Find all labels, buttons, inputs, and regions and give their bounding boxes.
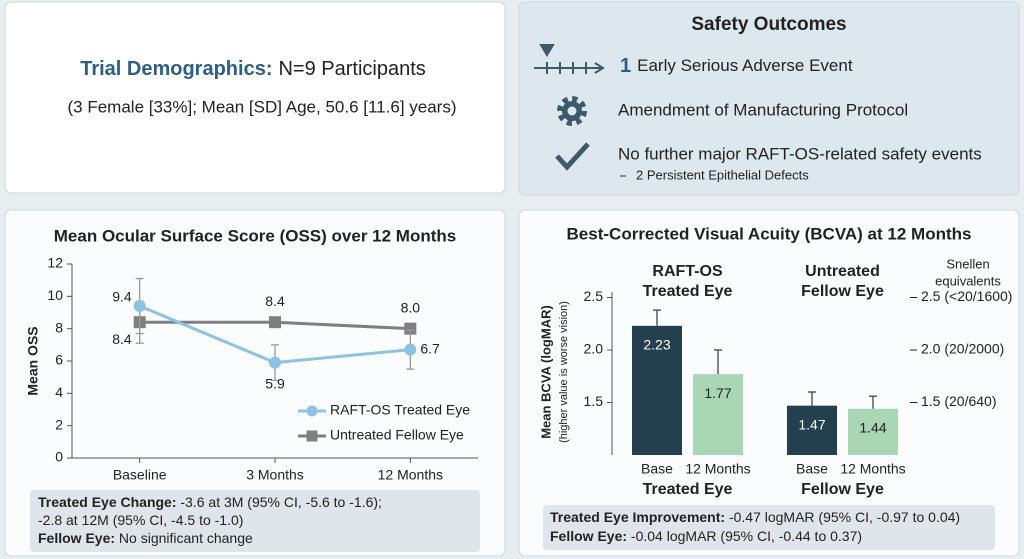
group-header: RAFT-OS (652, 263, 723, 280)
bar (632, 325, 682, 455)
x-tick-label: 12 Months (685, 461, 750, 477)
oss-panel (4, 209, 506, 557)
x-tick-label: Base (641, 461, 673, 477)
y-axis-sublabel: (higher value is worse vision) (558, 301, 570, 443)
note-text: -0.47 logMAR (95% CI, -0.97 to 0.04) (725, 509, 960, 525)
data-label: 9.4 (112, 289, 132, 305)
error-bar (714, 349, 722, 375)
legend-marker (306, 405, 318, 417)
chart-title: Mean Ocular Surface Score (OSS) over 12 … (54, 226, 456, 245)
safety-item-text: Amendment of Manufacturing Protocol (618, 100, 908, 119)
safety-item-text: Early Serious Adverse Event (637, 56, 853, 75)
y-tick-label: 6 (55, 352, 63, 368)
demographics-detail: (3 Female [33%]; Mean [SD] Age, 50.6 [11… (68, 97, 457, 116)
error-bar (869, 395, 877, 409)
group-header: Fellow Eye (801, 283, 884, 300)
note: Treated Eye Improvement: -0.47 logMAR (9… (550, 509, 960, 525)
note: Fellow Eye: -0.04 logMAR (95% CI, -0.44 … (550, 528, 862, 544)
y-axis-label: Mean BCVA (logMAR) (538, 305, 553, 439)
point (269, 356, 281, 369)
note-label: Treated Eye Improvement: (550, 509, 725, 525)
snellen-label: 1.5 (20/640) (921, 393, 997, 409)
safety-item-text: No further major RAFT-OS-related safety … (618, 144, 982, 163)
note-box (30, 490, 480, 552)
y-axis-label: Mean OSS (25, 326, 41, 395)
check-icon (555, 142, 590, 171)
note-text: No significant change (115, 530, 253, 546)
snellen-title: Snellen (946, 256, 989, 271)
y-tick-label: 2.5 (584, 288, 604, 304)
group-label: Treated Eye (643, 481, 733, 498)
data-label: 2.23 (643, 337, 670, 353)
x-tick-label: 3 Months (246, 467, 304, 483)
bar (693, 374, 743, 455)
safety-panel (518, 1, 1020, 196)
y-tick-label: 10 (47, 287, 63, 303)
x-tick-label: 12 Months (378, 467, 443, 483)
error-bar (653, 309, 661, 326)
group-header: Untreated (805, 263, 880, 280)
y-tick-label: 4 (55, 384, 63, 400)
note-label: Fellow Eye: (38, 530, 115, 546)
y-tick-label: 2 (55, 416, 63, 432)
note-text: -2.8 at 12M (95% CI, -4.5 to -1.0) (38, 512, 243, 528)
x-tick-label: Base (796, 461, 828, 477)
group-header: Treated Eye (643, 283, 733, 300)
error-bar (808, 391, 816, 406)
gear-icon (557, 96, 587, 126)
demographics-heading: Trial Demographics: N=9 Participants (80, 58, 426, 80)
bar (787, 405, 837, 455)
legend-label: RAFT-OS Treated Eye (330, 402, 470, 418)
y-tick-label: 1.5 (584, 393, 604, 409)
data-label: 1.44 (859, 420, 886, 436)
legend-marker (306, 430, 318, 442)
x-tick-label: Baseline (113, 467, 167, 483)
bcva-panel (518, 209, 1020, 557)
x-tick-label: 12 Months (840, 461, 905, 477)
legend-label: Untreated Fellow Eye (330, 427, 464, 443)
snellen-label: 2.5 (<20/1600) (921, 288, 1012, 304)
safety-item: 1 Early Serious Adverse Event (620, 55, 853, 77)
data-label: 6.7 (420, 340, 440, 356)
data-label: 8.4 (112, 331, 132, 347)
y-tick-label: 0 (55, 449, 63, 465)
point (133, 300, 146, 313)
timeline-icon (534, 44, 605, 74)
bar (848, 408, 898, 455)
note: -2.8 at 12M (95% CI, -4.5 to -1.0) (38, 512, 243, 528)
point (269, 316, 281, 329)
point (404, 322, 417, 335)
demographics-title: Trial Demographics: (80, 58, 272, 80)
note-text: -3.6 at 3M (95% CI, -5.6 to -1.6); (177, 494, 382, 510)
note: Fellow Eye: No significant change (38, 530, 253, 546)
safety-title: Safety Outcomes (691, 14, 846, 35)
group-label: Fellow Eye (801, 481, 884, 498)
note-label: Treated Eye Change: (38, 494, 177, 510)
data-label: 8.4 (265, 293, 285, 309)
note: Treated Eye Change: -3.6 at 3M (95% CI, … (38, 494, 382, 510)
demographics-panel (4, 1, 506, 194)
chart-title: Best-Corrected Visual Acuity (BCVA) at 1… (567, 224, 972, 243)
y-tick-label: 8 (55, 319, 63, 335)
snellen-label: 2.0 (20/2000) (921, 341, 1004, 357)
snellen-title: equivalents (935, 273, 1001, 288)
data-label: 5.9 (265, 375, 285, 391)
note-box (543, 505, 995, 550)
y-tick-label: 12 (47, 255, 63, 271)
point (404, 343, 417, 356)
data-label: 8.0 (401, 299, 421, 315)
safety-subitem: 2 Persistent Epithelial Defects (636, 167, 809, 182)
note-label: Fellow Eye: (550, 528, 627, 544)
data-label: 1.77 (704, 385, 731, 401)
note-text: -0.04 logMAR (95% CI, -0.44 to 0.37) (627, 528, 862, 544)
safety-count: 1 (620, 55, 631, 77)
y-tick-label: 2.0 (584, 341, 604, 357)
data-label: 1.47 (798, 416, 825, 432)
demographics-headline: N=9 Participants (278, 58, 425, 80)
